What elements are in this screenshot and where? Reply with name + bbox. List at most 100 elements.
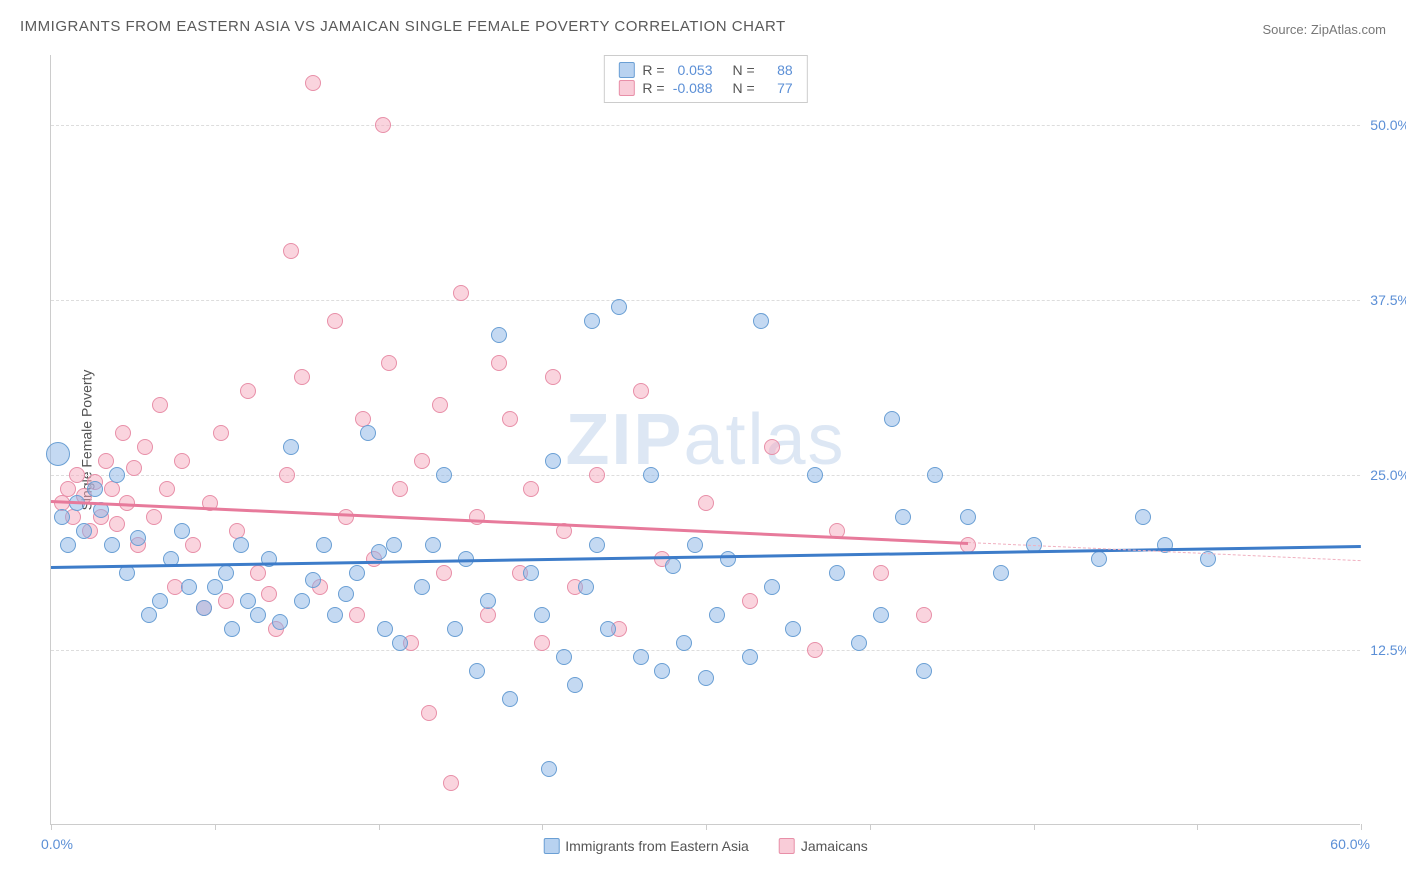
r-label: R =: [642, 62, 664, 78]
data-point-pink: [174, 453, 190, 469]
data-point-blue: [181, 579, 197, 595]
data-point-pink: [146, 509, 162, 525]
grid-line: [51, 125, 1360, 126]
data-point-blue: [104, 537, 120, 553]
data-point-pink: [349, 607, 365, 623]
data-point-blue: [414, 579, 430, 595]
data-point-blue: [709, 607, 725, 623]
data-point-blue: [556, 649, 572, 665]
data-point-pink: [250, 565, 266, 581]
pink-swatch-icon: [779, 838, 795, 854]
data-point-blue: [119, 565, 135, 581]
data-point-pink: [338, 509, 354, 525]
r-label: R =: [642, 80, 664, 96]
data-point-blue: [240, 593, 256, 609]
data-point-pink: [98, 453, 114, 469]
grid-line: [51, 475, 1360, 476]
data-point-blue: [436, 467, 452, 483]
source-label: Source: ZipAtlas.com: [1262, 22, 1386, 37]
data-point-blue: [283, 439, 299, 455]
data-point-blue: [534, 607, 550, 623]
legend-item: Immigrants from Eastern Asia: [543, 838, 749, 854]
data-point-blue: [698, 670, 714, 686]
data-point-blue: [338, 586, 354, 602]
x-tick: [542, 824, 543, 830]
data-point-blue: [785, 621, 801, 637]
data-point-blue: [371, 544, 387, 560]
x-tick: [379, 824, 380, 830]
x-tick: [706, 824, 707, 830]
data-point-pink: [764, 439, 780, 455]
data-point-blue: [578, 579, 594, 595]
data-point-pink: [283, 243, 299, 259]
data-point-pink: [294, 369, 310, 385]
data-point-pink: [261, 586, 277, 602]
data-point-blue: [916, 663, 932, 679]
n-label: N =: [733, 62, 755, 78]
data-point-blue: [294, 593, 310, 609]
watermark-rest: atlas: [683, 400, 845, 480]
watermark: ZIPatlas: [565, 399, 845, 481]
correlation-stats-box: R =0.053N =88R =-0.088N =77: [603, 55, 807, 103]
data-point-pink: [381, 355, 397, 371]
watermark-bold: ZIP: [565, 400, 683, 480]
data-point-blue: [567, 677, 583, 693]
y-tick-label: 50.0%: [1365, 117, 1406, 133]
data-point-pink: [589, 467, 605, 483]
y-tick-label: 12.5%: [1365, 642, 1406, 658]
data-point-pink: [137, 439, 153, 455]
data-point-blue: [349, 565, 365, 581]
data-point-pink: [115, 425, 131, 441]
data-point-blue: [884, 411, 900, 427]
data-point-blue: [207, 579, 223, 595]
data-point-pink: [545, 369, 561, 385]
data-point-blue: [174, 523, 190, 539]
data-point-blue: [643, 467, 659, 483]
data-point-pink: [742, 593, 758, 609]
data-point-pink: [502, 411, 518, 427]
n-value: 88: [763, 62, 793, 78]
data-point-blue: [584, 313, 600, 329]
data-point-blue: [665, 558, 681, 574]
data-point-blue: [1091, 551, 1107, 567]
data-point-blue: [502, 691, 518, 707]
legend-item: Jamaicans: [779, 838, 868, 854]
data-point-blue: [687, 537, 703, 553]
data-point-blue: [60, 537, 76, 553]
r-value: -0.088: [673, 80, 725, 96]
data-point-blue: [469, 663, 485, 679]
data-point-pink: [633, 383, 649, 399]
data-point-pink: [523, 481, 539, 497]
pink-swatch-icon: [618, 80, 634, 96]
data-point-blue: [305, 572, 321, 588]
data-point-blue: [54, 509, 70, 525]
data-point-blue: [676, 635, 692, 651]
data-point-pink: [279, 467, 295, 483]
x-tick: [215, 824, 216, 830]
data-point-blue: [654, 663, 670, 679]
data-point-pink: [327, 313, 343, 329]
data-point-blue: [764, 579, 780, 595]
blue-swatch-icon: [618, 62, 634, 78]
data-point-pink: [375, 117, 391, 133]
data-point-pink: [698, 495, 714, 511]
data-point-pink: [414, 453, 430, 469]
data-point-pink: [152, 397, 168, 413]
data-point-pink: [873, 565, 889, 581]
x-tick: [1197, 824, 1198, 830]
data-point-blue: [720, 551, 736, 567]
data-point-pink: [916, 607, 932, 623]
data-point-blue: [386, 537, 402, 553]
data-point-pink: [436, 565, 452, 581]
data-point-blue: [87, 481, 103, 497]
legend: Immigrants from Eastern Asia Jamaicans: [543, 838, 868, 854]
data-point-pink: [480, 607, 496, 623]
data-point-blue: [491, 327, 507, 343]
data-point-blue: [425, 537, 441, 553]
legend-label: Jamaicans: [801, 838, 868, 854]
data-point-blue: [895, 509, 911, 525]
data-point-blue: [480, 593, 496, 609]
data-point-blue: [152, 593, 168, 609]
data-point-blue: [46, 442, 70, 466]
data-point-blue: [807, 467, 823, 483]
